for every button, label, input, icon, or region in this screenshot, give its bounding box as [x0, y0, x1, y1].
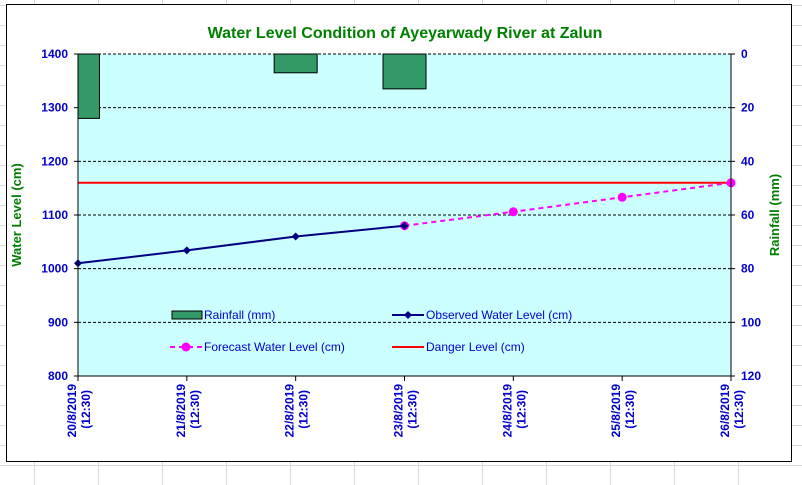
- y-tick-label: 1300: [41, 101, 68, 115]
- observed-water-level-line: [77, 224, 405, 265]
- legend-label: Danger Level (cm): [426, 340, 525, 354]
- legend-label: Rainfall (mm): [204, 308, 275, 322]
- y-tick-label: 900: [48, 315, 68, 329]
- x-tick-label: 20/8/2019(12:30): [65, 384, 93, 438]
- x-tick-label: 25/8/2019(12:30): [609, 384, 637, 438]
- legend-label: Observed Water Level (cm): [426, 308, 572, 322]
- x-tick-label: 23/8/2019(12:30): [392, 384, 420, 438]
- y2-tick-label: 120: [741, 369, 761, 383]
- forecast-water-level-line: [404, 181, 732, 227]
- x-tick-label: 24/8/2019(12:30): [500, 384, 528, 438]
- y2-tick-label: 0: [741, 47, 748, 61]
- y-tick-label: 1200: [41, 154, 68, 168]
- observed-water-level-point: [291, 232, 300, 241]
- y2-tick-label: 60: [741, 208, 755, 222]
- x-tick-label: 21/8/2019(12:30): [174, 384, 202, 438]
- observed-water-level-point: [182, 246, 191, 255]
- rainfall-bar: [382, 53, 427, 90]
- legend-marker: [404, 311, 412, 319]
- y2-tick-label: 80: [741, 262, 755, 276]
- legend-marker: [181, 342, 191, 352]
- y2-tick-label: 40: [741, 154, 755, 168]
- y2-axis-title: Rainfall (mm): [767, 174, 782, 256]
- legend-swatch: [171, 310, 203, 320]
- y-tick-label: 1400: [41, 47, 68, 61]
- y-tick-label: 800: [48, 369, 68, 383]
- forecast-water-level-point: [617, 192, 627, 202]
- forecast-water-level-point: [508, 207, 518, 217]
- y-tick-label: 1100: [42, 208, 68, 222]
- y2-tick-label: 20: [741, 101, 755, 115]
- y-axis-title: Water Level (cm): [9, 163, 24, 267]
- observed-water-level-point: [400, 221, 409, 230]
- x-tick-label: 26/8/2019(12:30): [718, 384, 746, 438]
- legend-label: Forecast Water Level (cm): [204, 340, 345, 354]
- rainfall-bar: [273, 53, 318, 74]
- y-tick-label: 1000: [41, 262, 68, 276]
- x-tick-label: 22/8/2019(12:30): [283, 384, 311, 438]
- y2-tick-label: 100: [741, 315, 761, 329]
- rainfall-bar: [77, 53, 100, 119]
- chart-title: Water Level Condition of Ayeyarwady Rive…: [208, 25, 603, 42]
